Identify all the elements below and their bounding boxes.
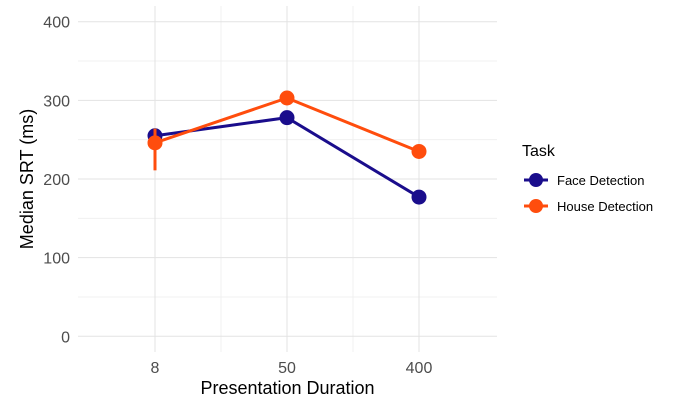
series-1	[147, 90, 427, 171]
legend-item: House Detection	[524, 199, 653, 214]
x-tick-label: 8	[151, 360, 160, 377]
legend-label: House Detection	[557, 199, 653, 214]
legend-title: Task	[522, 143, 556, 160]
data-point	[147, 135, 163, 151]
x-axis-title: Presentation Duration	[200, 378, 374, 398]
y-tick-label: 100	[43, 251, 70, 268]
legend-items: Face Detection House Detection	[524, 173, 653, 214]
y-tick-label: 200	[43, 172, 70, 189]
y-tick-label: 400	[43, 15, 70, 32]
legend-label: Face Detection	[557, 173, 644, 188]
grid-lines	[78, 6, 497, 352]
legend-key-point	[529, 199, 543, 213]
data-point	[279, 90, 295, 106]
series-layer	[147, 90, 427, 205]
legend-item: Face Detection	[524, 173, 644, 188]
y-axis-title: Median SRT (ms)	[17, 109, 37, 249]
y-tick-label: 300	[43, 93, 70, 110]
data-point	[411, 143, 427, 159]
legend-key-point	[529, 173, 543, 187]
x-tick-label: 50	[278, 360, 296, 377]
x-tick-label: 400	[406, 360, 433, 377]
y-tick-label: 0	[61, 329, 70, 346]
data-point	[411, 189, 427, 205]
legend: Task Face Detection House Detection	[522, 143, 653, 214]
data-point	[279, 110, 295, 126]
axis-labels: 0 100 200 300 400 8 50 400	[43, 15, 432, 377]
